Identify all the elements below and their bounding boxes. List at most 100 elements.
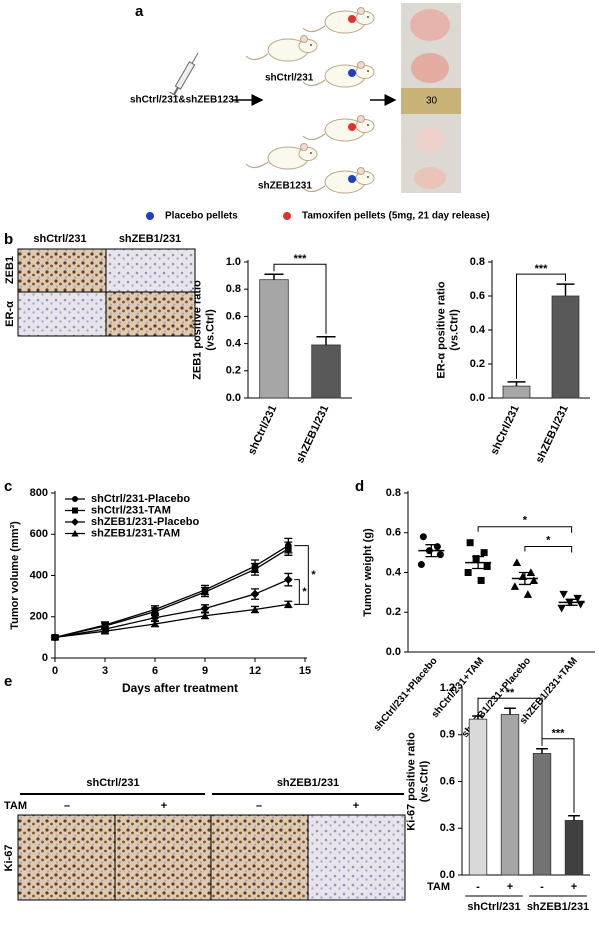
column-label: shZEB1/231 [119,233,181,245]
significance-label: * [523,515,528,527]
pellet [348,69,356,77]
error-bar [536,748,548,754]
bar [259,279,289,399]
rat [302,60,375,88]
marker [559,590,568,599]
y-axis-label: (vs.Ctrl) [448,309,460,351]
y-tick-label: 0.6 [386,527,401,539]
marker [285,545,292,552]
error-bar [507,381,526,387]
bar [564,820,584,876]
ihc-image [114,814,212,901]
treatment-label: + [353,800,359,812]
y-tick-label: 0.8 [226,283,241,295]
rat [245,34,318,62]
marker [284,600,293,608]
marker [557,604,566,613]
ihc-image [17,291,107,337]
y-tick-label: 0.2 [386,606,401,618]
significance-label: *** [535,263,549,275]
error-bar [472,715,484,720]
y-tick-label: 1.0 [226,256,241,268]
y-axis-label: ER-α positive ratio [435,281,447,379]
significance-label: * [302,586,307,598]
legend-label: shZEB1/231-TAM [91,527,180,539]
syringe [169,52,199,98]
y-tick-label: 600 [30,528,48,540]
y-tick-label: 0.0 [226,392,241,404]
x-tick-label: 6 [152,665,158,677]
rat [302,166,375,194]
y-tick-label: 0.4 [470,324,486,336]
y-tick-label: 0.6 [226,310,241,322]
y-tick-label: 0.2 [470,358,485,370]
panel-label: c [4,478,12,495]
ihc-image [105,291,196,337]
y-tick-label: 0.3 [440,822,455,834]
x-tick-label: 9 [202,665,208,677]
marker [510,582,520,590]
pellet [348,175,356,183]
x-tick-label: 15 [299,665,311,677]
series-line [54,603,289,639]
legend-marker [71,518,79,526]
x-tick-label: 12 [249,665,261,677]
significance-bracket [294,579,300,605]
ihc-image [17,814,116,901]
group-label: shZEB1/231 [527,901,589,913]
marker [150,613,160,623]
marker [512,558,522,567]
y-tick-label: 0.0 [386,646,401,658]
marker [251,605,259,613]
y-tick-label: 0.6 [470,290,485,302]
treatment-label: – [256,800,262,812]
marker [201,611,209,620]
series-line [54,545,289,639]
marker [101,627,109,635]
rat [302,6,375,34]
x-tick-label: shZEB1/231 [534,403,571,465]
group-label: shCtrl/231 [265,73,314,84]
series-line [54,579,289,639]
significance-label: ** [506,687,515,699]
injection-label: shCtrl/231&shZEB1231 [130,95,240,106]
marker [436,551,444,559]
legend-label: shZEB1/231-Placebo [91,516,199,528]
legend-marker [72,507,78,514]
row-label: ZEB1 [4,256,16,284]
y-tick-label: 1.2 [440,682,455,694]
significance-bracket [294,545,309,605]
significance-label: * [311,569,316,581]
marker [466,539,474,547]
treatment-label: + [161,800,167,812]
error-bar [316,336,336,345]
significance-bracket [541,738,575,813]
row-label: TAM [4,800,27,812]
significance-bracket [524,546,573,553]
marker [201,588,209,596]
marker [483,563,491,571]
marker [284,575,293,584]
y-tick-label: 0.4 [386,566,402,578]
significance-bracket [516,273,566,379]
x-tick-label: shCtrl/231 [246,403,279,456]
marker [529,576,539,584]
group-label: shCtrl/231 [467,901,520,913]
legend-marker [72,496,78,502]
y-axis-label: Tumor volume (mm³) [9,521,21,630]
panel-label: d [355,478,364,495]
bar [532,753,552,876]
treatment-label: – [64,800,70,812]
group-label: shZEB1/231 [277,777,339,789]
series-line [54,548,289,639]
marker [480,549,488,557]
marker [250,589,260,599]
marker [464,569,472,576]
ihc-image [307,814,406,901]
x-tick-label: shCtrl/231 [488,403,521,456]
error-bar [264,273,284,280]
x-tick-label: 0 [52,665,58,677]
bar [311,344,341,399]
y-axis-label: Tumor weight (g) [362,528,374,617]
error-bar [518,571,531,586]
